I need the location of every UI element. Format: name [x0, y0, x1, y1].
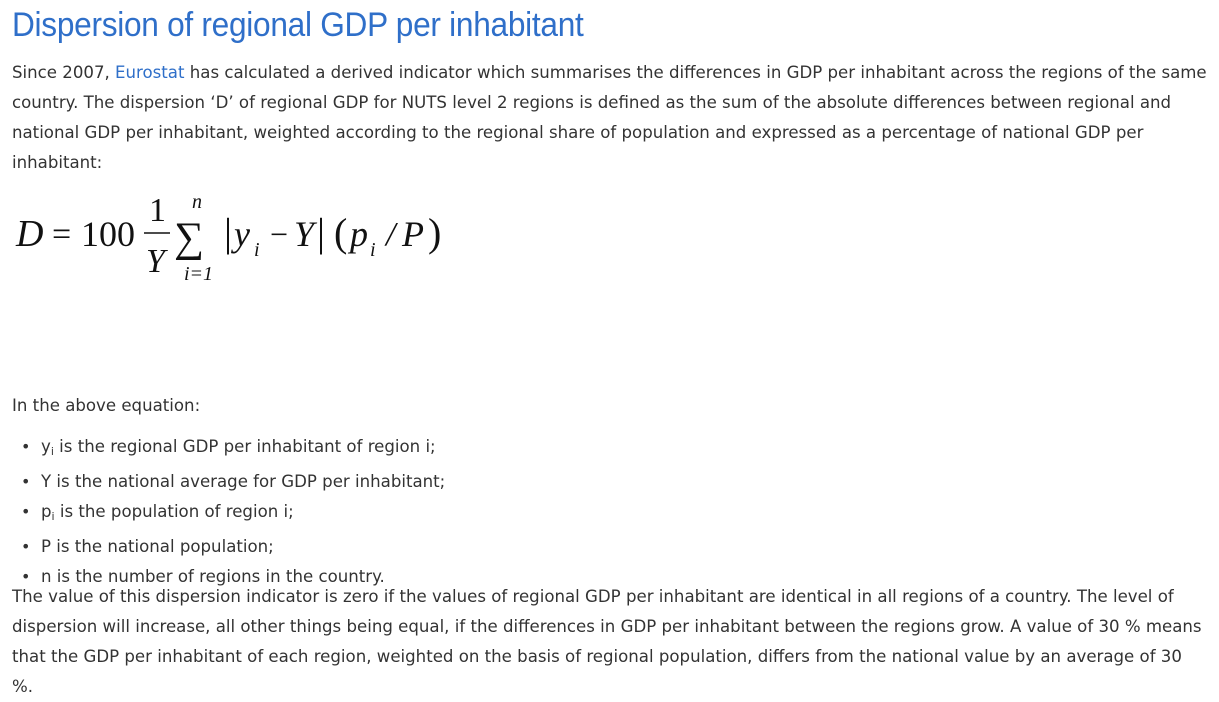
sum-upper-limit: n [192, 191, 202, 213]
definition-list: yi is the regional GDP per inhabitant of… [12, 432, 445, 592]
formula-coefficient: 100 [81, 214, 135, 254]
definition-symbol: P is the national population; [41, 537, 274, 556]
equation-intro-text: In the above equation: [12, 396, 201, 415]
sum-symbol: ∑ [174, 215, 204, 261]
definition-symbol: p [41, 502, 52, 521]
closing-paragraph: The value of this dispersion indicator i… [12, 587, 1202, 696]
formula-y: y [231, 214, 250, 254]
eurostat-link[interactable]: Eurostat [115, 63, 185, 82]
intro-paragraph: Since 2007, Eurostat has calculated a de… [12, 58, 1208, 178]
definition-symbol: n is the number of regions in the countr… [41, 567, 385, 586]
definition-text: is the regional GDP per inhabitant of re… [53, 437, 436, 456]
article: Dispersion of regional GDP per inhabitan… [0, 0, 1219, 678]
definition-subscript: i [51, 510, 55, 523]
formula-p: p [347, 214, 368, 254]
formula-p-sub: i [370, 239, 376, 261]
list-item: Y is the national average for GDP per in… [21, 467, 446, 497]
formula-equals: = [52, 216, 71, 253]
formula-minus: − [270, 216, 288, 252]
list-item: yi is the regional GDP per inhabitant of… [21, 432, 445, 467]
paren-left: ( [334, 210, 347, 255]
formula-Y: Y [294, 214, 318, 254]
definition-text: is the population of region i; [54, 502, 294, 521]
intro-text-start: Since 2007, [12, 63, 116, 82]
definition-symbol: y [41, 437, 51, 456]
formula-y-sub: i [254, 239, 260, 261]
list-item: pi is the population of region i; [21, 497, 445, 532]
formula-fraction-numerator: 1 [149, 192, 166, 229]
dispersion-formula: D = 100 1 Y n ∑ i=1 | y i − Y | ( p i / … [15, 191, 441, 285]
abs-bar-right: | [317, 210, 325, 255]
formula-slash: / [384, 216, 399, 253]
formula-fraction-denominator: Y [146, 243, 168, 280]
paren-right: ) [428, 210, 441, 255]
list-item: P is the national population; [21, 532, 445, 562]
sum-lower-limit: i=1 [184, 263, 213, 285]
formula-P: P [401, 214, 424, 254]
page-title: Dispersion of regional GDP per inhabitan… [12, 6, 584, 44]
abs-bar-left: | [224, 210, 232, 255]
formula-d: D [15, 213, 43, 255]
intro-text-end: has calculated a derived indicator which… [12, 63, 1207, 172]
definition-symbol: Y is the national average for GDP per in… [41, 472, 446, 491]
definition-subscript: i [50, 445, 54, 458]
list-item: n is the number of regions in the countr… [21, 562, 445, 592]
